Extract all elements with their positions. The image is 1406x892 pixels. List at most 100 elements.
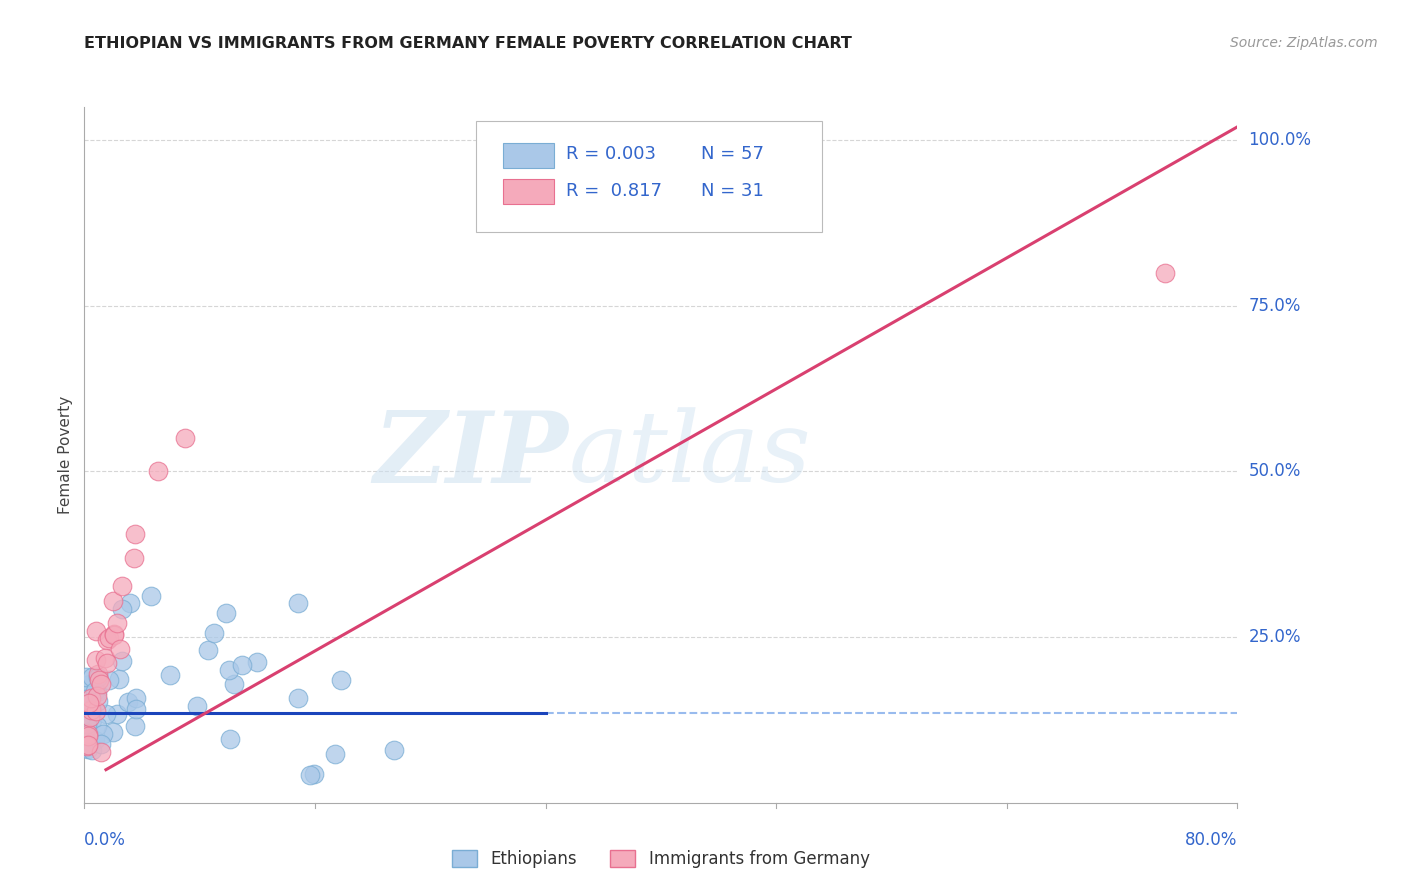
Point — [101, 594, 124, 608]
Point — [117, 695, 139, 709]
Text: N = 31: N = 31 — [702, 182, 763, 200]
Point — [86, 666, 108, 681]
Point — [125, 702, 148, 716]
Legend: Ethiopians, Immigrants from Germany: Ethiopians, Immigrants from Germany — [446, 843, 876, 874]
Point — [91, 727, 114, 741]
Point — [96, 657, 118, 671]
Point — [141, 589, 163, 603]
Point — [97, 631, 120, 645]
Point — [77, 734, 100, 748]
Point — [79, 677, 101, 691]
Point — [86, 685, 108, 699]
Point — [76, 722, 98, 736]
Point — [124, 526, 146, 541]
Point — [302, 766, 325, 780]
Point — [77, 725, 100, 739]
Text: N = 57: N = 57 — [702, 145, 765, 163]
Point — [94, 651, 117, 665]
Point — [86, 704, 108, 718]
Point — [146, 464, 169, 478]
Point — [79, 706, 101, 721]
Point — [105, 616, 128, 631]
Point — [76, 738, 98, 752]
Text: 100.0%: 100.0% — [1249, 131, 1312, 149]
Point — [108, 642, 131, 657]
Point — [90, 677, 112, 691]
Text: 75.0%: 75.0% — [1249, 297, 1301, 315]
Point — [125, 691, 148, 706]
Point — [224, 677, 246, 691]
Point — [231, 658, 253, 673]
Point — [325, 747, 347, 761]
Point — [75, 740, 97, 755]
Point — [86, 689, 108, 703]
Point — [77, 729, 100, 743]
Point — [111, 654, 134, 668]
Text: ZIP: ZIP — [374, 407, 568, 503]
Point — [287, 596, 309, 610]
Point — [87, 694, 110, 708]
Point — [202, 625, 225, 640]
Point — [84, 683, 107, 698]
Point — [79, 710, 101, 724]
Point — [1154, 266, 1177, 280]
Point — [110, 602, 132, 616]
Point — [299, 767, 322, 781]
Text: R = 0.003: R = 0.003 — [567, 145, 657, 163]
Point — [84, 732, 107, 747]
Point — [82, 742, 104, 756]
FancyBboxPatch shape — [503, 143, 554, 168]
Point — [76, 716, 98, 731]
Point — [80, 691, 103, 706]
Point — [89, 673, 111, 687]
Point — [75, 689, 97, 703]
Point — [90, 737, 112, 751]
Point — [101, 725, 124, 739]
Point — [75, 692, 97, 706]
Point — [86, 670, 108, 684]
Point — [382, 743, 405, 757]
FancyBboxPatch shape — [477, 121, 823, 232]
Point — [108, 672, 131, 686]
Text: ETHIOPIAN VS IMMIGRANTS FROM GERMANY FEMALE POVERTY CORRELATION CHART: ETHIOPIAN VS IMMIGRANTS FROM GERMANY FEM… — [84, 36, 852, 51]
Point — [84, 624, 107, 638]
Point — [76, 742, 98, 756]
Point — [174, 431, 197, 445]
Point — [197, 643, 219, 657]
Text: 80.0%: 80.0% — [1185, 830, 1237, 848]
Point — [79, 709, 101, 723]
Point — [75, 698, 97, 712]
Point — [76, 739, 98, 753]
FancyBboxPatch shape — [503, 179, 554, 204]
Point — [82, 669, 104, 683]
Point — [79, 701, 101, 715]
Point — [287, 691, 309, 706]
Text: 50.0%: 50.0% — [1249, 462, 1301, 481]
Point — [84, 652, 107, 666]
Point — [96, 706, 118, 721]
Point — [105, 707, 128, 722]
Y-axis label: Female Poverty: Female Poverty — [58, 396, 73, 514]
Point — [79, 703, 101, 717]
Point — [122, 551, 145, 566]
Point — [246, 655, 269, 669]
Point — [111, 579, 134, 593]
Point — [77, 696, 100, 710]
Point — [90, 745, 112, 759]
Point — [118, 596, 141, 610]
Text: Source: ZipAtlas.com: Source: ZipAtlas.com — [1230, 36, 1378, 50]
Text: R =  0.817: R = 0.817 — [567, 182, 662, 200]
Point — [103, 628, 125, 642]
Point — [215, 606, 238, 620]
Point — [79, 702, 101, 716]
Point — [98, 673, 121, 688]
Point — [103, 627, 125, 641]
Point — [186, 699, 208, 714]
Text: 25.0%: 25.0% — [1249, 628, 1301, 646]
Point — [75, 670, 97, 684]
Point — [76, 727, 98, 741]
Text: atlas: atlas — [568, 408, 811, 502]
Point — [330, 673, 353, 688]
Point — [82, 713, 104, 727]
Point — [79, 735, 101, 749]
